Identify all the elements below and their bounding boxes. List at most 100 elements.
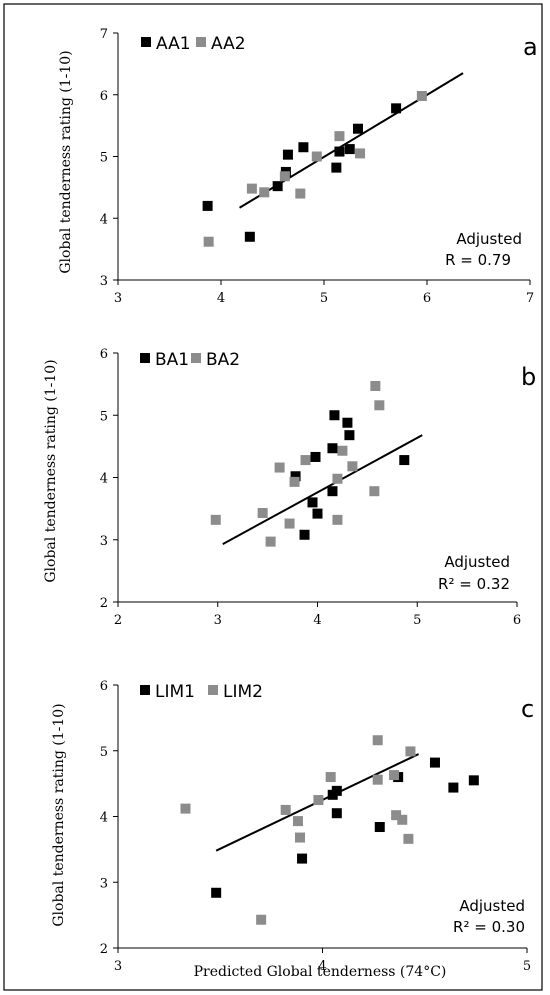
panel-a: Global tenderness rating (1-10) 3 4 5 6 7 3 4 5… <box>58 27 538 306</box>
data-point-lim1 <box>468 775 479 786</box>
legend-marker-ba1 <box>140 353 150 363</box>
panel-a-y-tick-label: 5 <box>100 151 108 166</box>
data-point-lim2 <box>325 772 336 783</box>
data-point-lim1 <box>297 853 308 864</box>
data-point-ba2 <box>332 514 343 525</box>
data-point-ba2 <box>284 518 295 529</box>
data-point-aa2 <box>416 90 427 101</box>
legend-label-lim1: LIM1 <box>155 682 195 702</box>
panel-b-y-tick-label: 2 <box>100 596 108 611</box>
panel-a-plot: 3 4 5 6 7 3 4 5 6 7 <box>100 27 534 306</box>
panel-a-annotation-line1: Adjusted <box>456 230 522 248</box>
data-point-lim2 <box>372 774 383 785</box>
panel-b: Global tenderness rating (1-10) 2 3 4 5 6 2 3 4… <box>43 347 536 628</box>
panel-b-x-tick-label: 3 <box>214 613 222 628</box>
data-point-ba1 <box>310 451 321 462</box>
data-point-ba2 <box>289 476 300 487</box>
data-point-lim2 <box>256 914 267 925</box>
data-point-aa1 <box>282 149 293 160</box>
data-point-lim2 <box>389 770 400 781</box>
data-point-aa2 <box>334 131 345 142</box>
legend-marker-lim2 <box>208 685 218 695</box>
data-point-ba2 <box>257 507 268 518</box>
data-point-lim1 <box>331 808 342 819</box>
panel-a-x-tick-label: 3 <box>114 291 122 306</box>
data-point-lim2 <box>372 735 383 746</box>
panel-b-y-tick-label: 3 <box>100 534 108 549</box>
panel-b-ylabel: Global tenderness rating (1-10) <box>43 359 59 582</box>
panel-b-plot: 2 3 4 5 6 2 3 4 5 6 <box>100 347 521 628</box>
data-point-aa1 <box>272 181 283 192</box>
data-point-lim2 <box>292 816 303 827</box>
data-point-lim2 <box>280 804 291 815</box>
data-point-lim2 <box>391 810 402 821</box>
panel-c-annotation-line2: R² = 0.30 <box>453 918 525 936</box>
panel-c-x-tick-label: 4 <box>318 959 326 974</box>
legend-marker-lim1 <box>140 685 150 695</box>
legend-marker-aa1 <box>141 37 151 47</box>
data-point-lim2 <box>397 814 408 825</box>
panel-a-x-tick-label: 5 <box>320 291 328 306</box>
data-point-ba2 <box>374 400 385 411</box>
data-point-aa1 <box>334 146 345 157</box>
data-point-ba1 <box>344 430 355 441</box>
panel-a-x-tick-label: 4 <box>217 291 225 306</box>
data-point-ba2 <box>347 461 358 472</box>
data-point-aa2 <box>203 236 214 247</box>
data-point-aa1 <box>391 103 402 114</box>
panel-c-ylabel: Global tenderness rating (1-10) <box>51 703 67 926</box>
legend-marker-ba2 <box>191 353 201 363</box>
data-point-ba2 <box>332 473 343 484</box>
panel-b-annotation-line2: R² = 0.32 <box>438 575 510 593</box>
data-point-ba1 <box>299 529 310 540</box>
legend-label-aa1: AA1 <box>156 34 191 54</box>
legend-label-aa2: AA2 <box>211 34 246 54</box>
panel-a-ylabel: Global tenderness rating (1-10) <box>58 50 74 273</box>
data-point-lim2 <box>180 803 191 814</box>
data-point-aa1 <box>331 162 342 173</box>
panel-a-annotation-line2: R = 0.79 <box>445 251 511 269</box>
data-point-lim1 <box>374 822 385 833</box>
data-point-lim2 <box>405 746 416 757</box>
panel-b-x-tick-label: 2 <box>114 613 122 628</box>
data-point-ba1 <box>399 455 410 466</box>
data-point-ba2 <box>369 486 380 497</box>
panel-c-y-tick-label: 4 <box>100 811 108 826</box>
data-point-ba2 <box>337 445 348 456</box>
legend-marker-aa2 <box>196 37 206 47</box>
data-point-aa1 <box>344 144 355 155</box>
data-point-aa2 <box>355 148 366 159</box>
panel-b-y-tick-label: 6 <box>100 347 108 362</box>
panel-b-trendline <box>222 434 423 545</box>
data-point-ba1 <box>307 497 318 508</box>
panel-a-y-tick-label: 4 <box>100 212 108 227</box>
data-point-ba1 <box>327 443 338 454</box>
panel-b-x-tick-label: 4 <box>313 613 321 628</box>
data-point-ba2 <box>370 380 381 391</box>
data-point-aa2 <box>311 151 322 162</box>
data-point-ba1 <box>342 417 353 428</box>
panel-a-x-tick-label: 7 <box>526 291 534 306</box>
data-point-aa2 <box>279 171 290 182</box>
panel-a-y-tick-label: 7 <box>100 27 108 42</box>
data-point-ba2 <box>300 455 311 466</box>
panel-c-x-tick-label: 5 <box>523 959 531 974</box>
data-point-lim1 <box>429 757 440 768</box>
panel-a-y-tick-label: 6 <box>100 89 108 104</box>
data-point-aa1 <box>244 231 255 242</box>
panel-c-letter: c <box>521 695 534 723</box>
panel-c-y-tick-label: 5 <box>100 745 108 760</box>
data-point-aa1 <box>298 142 309 153</box>
panel-b-x-tick-label: 6 <box>513 613 521 628</box>
panel-b-y-tick-label: 4 <box>100 472 108 487</box>
panel-a-y-tick-label: 3 <box>100 274 108 289</box>
panel-c-x-tick-label: 3 <box>114 959 122 974</box>
panel-b-annotation-line1: Adjusted <box>444 553 510 571</box>
panel-b-x-tick-label: 5 <box>413 613 421 628</box>
data-point-ba2 <box>210 514 221 525</box>
data-point-lim2 <box>313 795 324 806</box>
panel-b-y-tick-label: 5 <box>100 409 108 424</box>
data-point-ba1 <box>327 486 338 497</box>
